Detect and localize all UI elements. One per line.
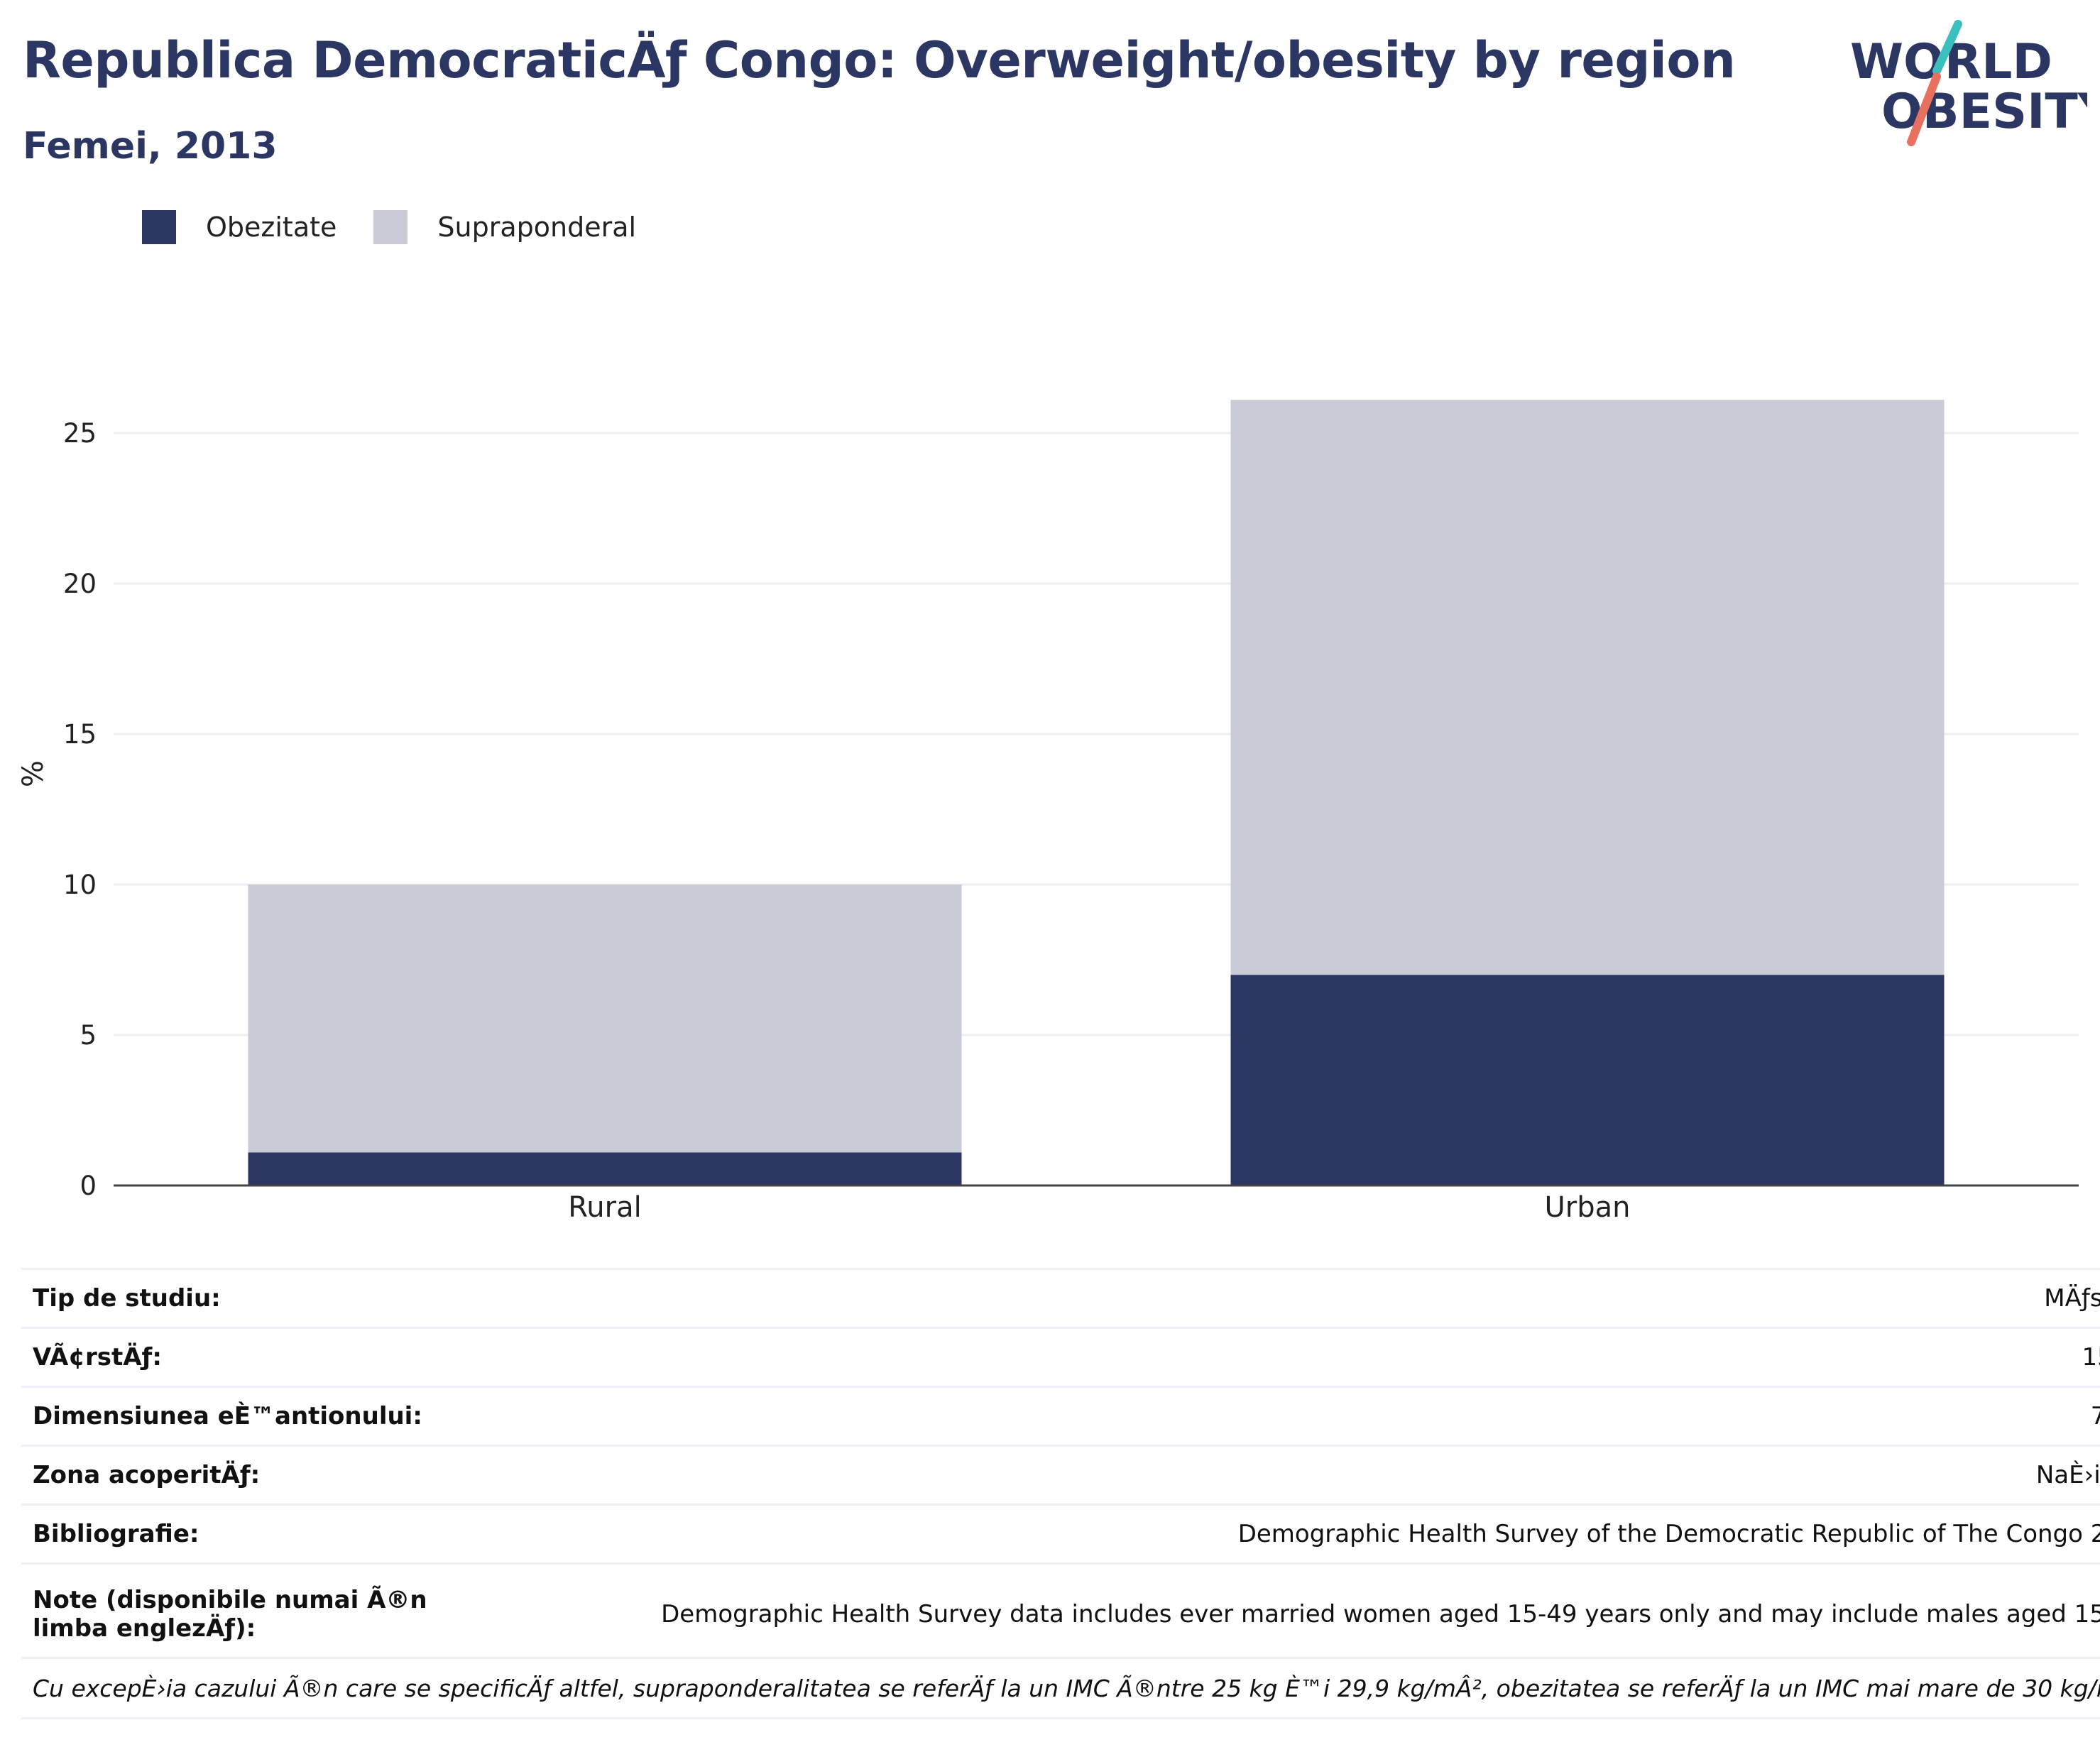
info-key: Zona acoperitÄƒ: (21, 1445, 470, 1505)
y-tick-label: 10 (63, 870, 97, 900)
info-key: Tip de studiu: (21, 1268, 470, 1328)
chart-legend: Obezitate Supraponderal (142, 210, 673, 244)
x-tick-label: Rural (568, 1191, 641, 1224)
info-row-age: VÃ¢rstÄƒ: 15-49 (21, 1327, 2100, 1387)
y-axis-label: % (17, 760, 50, 787)
chart-subtitle: Femei, 2013 (23, 125, 278, 168)
info-row-bibliography: Bibliografie: Demographic Health Survey … (21, 1504, 2100, 1564)
bar-urban-obezitate (1230, 975, 1945, 1185)
info-row-area-covered: Zona acoperitÄƒ: NaÈ›ional (21, 1445, 2100, 1505)
info-value: Demographic Health Survey data includes … (470, 1562, 2100, 1658)
y-tick-label: 0 (80, 1171, 97, 1201)
logo-slash-coral (1907, 72, 1941, 146)
bar-urban-supraponderal (1230, 400, 1945, 975)
info-row-study-type: Tip de studiu: MÄƒsurat (21, 1268, 2100, 1328)
bmi-definition-footnote: Cu excepÈ›ia cazului Ã®n care se specifi… (21, 1657, 2100, 1719)
info-value: Demographic Health Survey of the Democra… (470, 1504, 2100, 1564)
legend-swatch-obezitate (142, 210, 176, 244)
y-tick-label: 15 (63, 719, 97, 750)
info-row-sample-size: Dimensiunea eÈ™antionului: 7982 (21, 1386, 2100, 1446)
y-tick-label: 25 (63, 418, 97, 449)
logo-slash-teal (1932, 20, 1962, 75)
info-value: 7982 (470, 1386, 2100, 1446)
world-obesity-logo: WORLD OBESITY (1850, 20, 2087, 146)
info-key: Note (disponibile numai Ã®n limba englez… (21, 1562, 470, 1658)
legend-label-supraponderal: Supraponderal (437, 212, 637, 243)
info-value: MÄƒsurat (470, 1268, 2100, 1328)
legend-item-supraponderal[interactable]: Supraponderal (373, 210, 636, 244)
legend-item-obezitate[interactable]: Obezitate (142, 210, 337, 244)
info-key: VÃ¢rstÄƒ: (21, 1327, 470, 1387)
legend-label-obezitate: Obezitate (206, 212, 337, 243)
x-tick-label: Urban (1545, 1191, 1631, 1224)
legend-swatch-supraponderal (373, 210, 408, 244)
chart-title: Republica DemocraticÄƒ Congo: Overweight… (23, 31, 1736, 89)
info-row-footnote: Cu excepÈ›ia cazului Ã®n care se specifi… (21, 1657, 2100, 1719)
info-key: Dimensiunea eÈ™antionului: (21, 1386, 470, 1446)
bar-rural-obezitate (248, 1152, 962, 1185)
info-value: NaÈ›ional (470, 1445, 2100, 1505)
survey-info-table: Tip de studiu: MÄƒsurat VÃ¢rstÄƒ: 15-49 … (21, 1268, 2100, 1719)
info-value: 15-49 (470, 1327, 2100, 1387)
y-tick-label: 5 (80, 1020, 97, 1051)
info-key: Bibliografie: (21, 1504, 470, 1564)
stacked-bar-chart: 0 5 10 15 20 25% Rural Urban (17, 400, 2079, 1224)
info-row-notes: Note (disponibile numai Ã®n limba englez… (21, 1562, 2100, 1658)
y-tick-label: 20 (63, 569, 97, 599)
bar-rural-supraponderal (248, 885, 962, 1153)
